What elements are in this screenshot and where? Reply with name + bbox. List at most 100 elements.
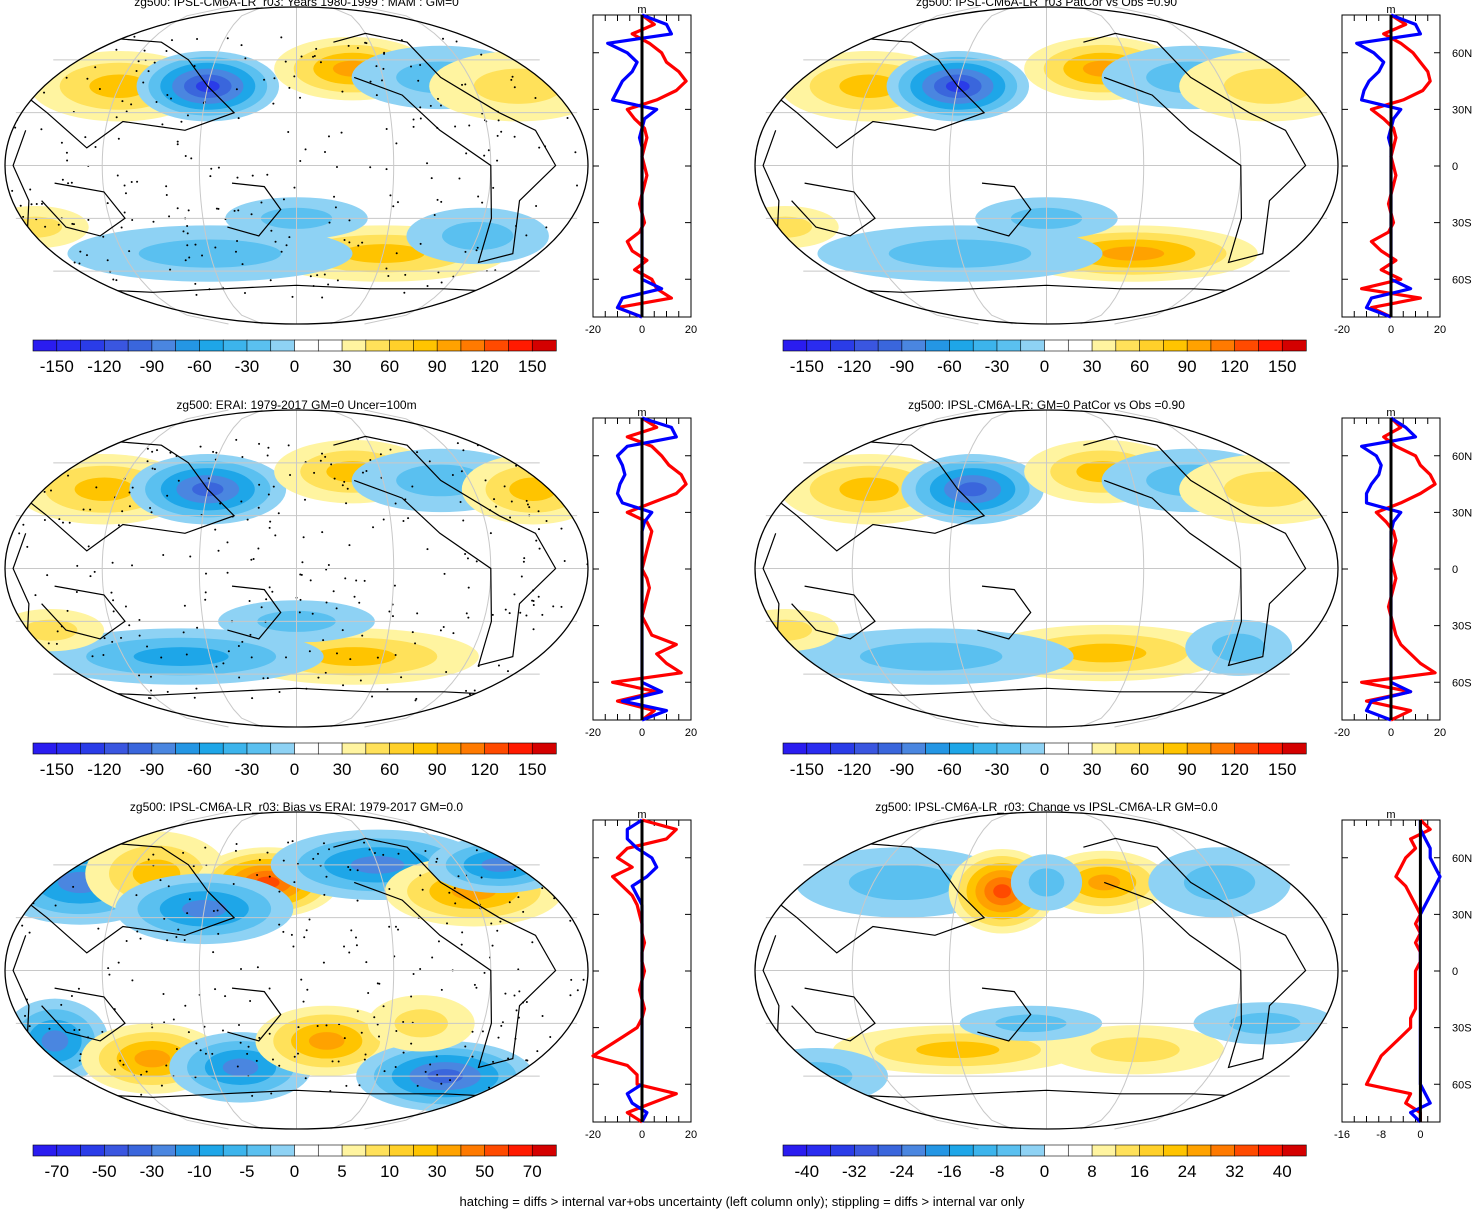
colorbar-tick-label: -150 bbox=[790, 760, 824, 779]
stipple-dot bbox=[184, 259, 187, 262]
zonal-x-tick-label: -20 bbox=[1334, 324, 1350, 336]
coastline bbox=[75, 284, 513, 293]
anomaly-contour bbox=[134, 1049, 171, 1068]
stipple-dot bbox=[271, 590, 274, 593]
colorbar-bin bbox=[1258, 1144, 1283, 1157]
stipple-dot bbox=[525, 499, 528, 502]
stipple-dot bbox=[317, 676, 320, 679]
stipple-dot bbox=[356, 899, 359, 902]
stipple-dot bbox=[576, 989, 579, 992]
stipple-dot bbox=[280, 36, 283, 39]
colorbar-tick-label: 150 bbox=[518, 760, 546, 779]
coastline bbox=[791, 182, 876, 237]
stipple-dot bbox=[460, 943, 463, 946]
stipple-dot bbox=[201, 254, 204, 257]
stipple-dot bbox=[246, 1052, 249, 1055]
stipple-dot bbox=[233, 209, 236, 212]
stipple-dot bbox=[138, 634, 141, 637]
stipple-dot bbox=[513, 86, 516, 89]
colorbar-bin bbox=[317, 1144, 343, 1157]
stipple-dot bbox=[376, 1023, 379, 1026]
stipple-dot bbox=[25, 235, 28, 238]
stipple-dot bbox=[419, 63, 422, 66]
stipple-dot bbox=[205, 572, 208, 575]
stipple-dot bbox=[389, 448, 392, 451]
colorbar-tick-label: 60 bbox=[380, 760, 399, 779]
colorbar-bin bbox=[901, 742, 927, 755]
stipple-dot bbox=[216, 909, 219, 912]
stipple-dot bbox=[464, 553, 467, 556]
stipple-dot bbox=[573, 108, 576, 111]
colorbar-bin bbox=[270, 339, 296, 352]
stipple-dot bbox=[525, 614, 528, 617]
stipple-dot bbox=[143, 49, 146, 52]
colorbar-bin bbox=[996, 1144, 1022, 1157]
stipple-dot bbox=[169, 268, 172, 271]
stipple-dot bbox=[256, 966, 259, 969]
stipple-dot bbox=[199, 445, 202, 448]
colorbar-tick-label: 0 bbox=[1040, 760, 1049, 779]
stipple-dot bbox=[35, 203, 38, 206]
stipple-dot bbox=[187, 209, 190, 212]
stipple-dot bbox=[397, 852, 400, 855]
map-border bbox=[754, 6, 1339, 325]
stipple-dot bbox=[293, 881, 296, 884]
stipple-dot bbox=[319, 61, 322, 64]
stipple-dot bbox=[415, 697, 418, 700]
stipple-dot bbox=[467, 586, 470, 589]
stipple-dot bbox=[347, 44, 350, 47]
stipple-dot bbox=[471, 1030, 474, 1033]
stipple-dot bbox=[91, 294, 94, 297]
colorbar-bin bbox=[1067, 339, 1093, 352]
stipple-dot bbox=[258, 1036, 261, 1039]
stipple-dot bbox=[274, 240, 277, 243]
stipple-dot bbox=[517, 896, 520, 899]
stipple-dot bbox=[272, 102, 275, 105]
stipple-dot bbox=[278, 890, 281, 893]
stipple-dot bbox=[368, 848, 371, 851]
stipple-dot bbox=[465, 612, 468, 615]
colorbar: -150 -120 -90 -60 -30 0 30 60 90 120 150 bbox=[782, 339, 1307, 376]
stipple-dot bbox=[131, 486, 134, 489]
stipple-dot bbox=[348, 241, 351, 244]
stipple-dot bbox=[189, 555, 192, 558]
zonal-x-tick-label: 20 bbox=[1434, 727, 1446, 739]
stipple-dot bbox=[335, 165, 338, 168]
stipple-dot bbox=[102, 654, 105, 657]
coastline bbox=[41, 585, 126, 640]
stipple-dot bbox=[291, 840, 294, 843]
meridian bbox=[948, 6, 1013, 325]
stipple-dot bbox=[221, 1029, 224, 1032]
stipple-dot bbox=[194, 1076, 197, 1079]
stipple-dot bbox=[319, 459, 322, 462]
stipple-dot bbox=[440, 988, 443, 991]
stipple-dot bbox=[182, 851, 185, 854]
stipple-dot bbox=[166, 939, 169, 942]
zonal-series-model bbox=[1360, 13, 1432, 319]
stipple-dot bbox=[44, 225, 47, 228]
stipple-dot bbox=[146, 447, 149, 450]
stipple-dot bbox=[217, 549, 220, 552]
colorbar-bin bbox=[294, 1144, 319, 1157]
colorbar-tick-label: 16 bbox=[1130, 1162, 1149, 1181]
stipple-dot bbox=[251, 1094, 254, 1097]
stipple-dot bbox=[251, 174, 254, 177]
stipple-dot bbox=[322, 842, 325, 845]
stipple-dot bbox=[212, 450, 215, 453]
stipple-dot bbox=[212, 910, 215, 913]
stipple-dot bbox=[98, 87, 101, 90]
colorbar-tick-label: -5 bbox=[239, 1162, 254, 1181]
stipple-dot bbox=[240, 44, 243, 47]
stipple-dot bbox=[464, 1045, 467, 1048]
stipple-dot bbox=[21, 924, 24, 927]
stipple-dot bbox=[47, 642, 50, 645]
stipple-dot bbox=[287, 841, 290, 844]
stipple-dot bbox=[270, 229, 273, 232]
stipple-dot bbox=[475, 249, 478, 252]
zonal-x-tick-label: 20 bbox=[685, 324, 697, 336]
stipple-dot bbox=[369, 80, 372, 83]
colorbar-tick-label: 120 bbox=[1220, 760, 1248, 779]
stipple-dot bbox=[152, 220, 155, 223]
stipple-dot bbox=[291, 295, 294, 298]
stipple-dot bbox=[257, 506, 260, 509]
